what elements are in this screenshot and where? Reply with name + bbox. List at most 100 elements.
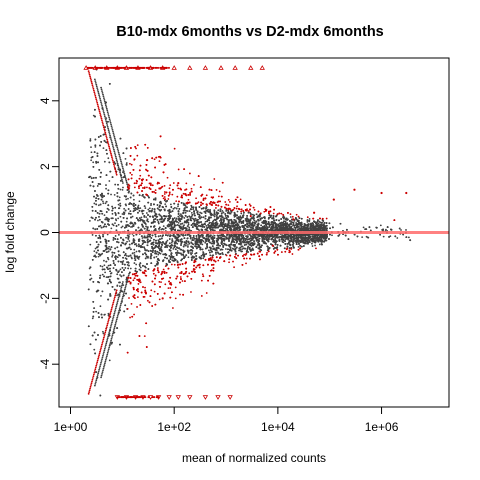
data-point [251,213,254,216]
data-point [405,229,407,231]
data-point [105,184,107,186]
data-point [195,237,198,239]
data-point [202,257,205,260]
data-point [90,146,92,148]
data-point [400,229,402,231]
data-point [108,278,111,281]
data-point [119,202,122,205]
data-point [187,256,190,259]
data-point [185,244,187,247]
data-point [101,273,104,276]
data-point [169,203,172,206]
data-point [104,313,106,316]
data-point [172,247,175,250]
data-point [124,157,127,160]
data-point [151,207,154,210]
data-point [170,253,173,256]
data-point [93,250,96,253]
data-point [141,239,144,242]
data-point [122,284,125,286]
data-point [133,262,136,264]
data-point [236,210,239,213]
data-point [122,186,124,189]
data-point [124,252,127,255]
data-point [125,236,127,239]
data-point [102,233,104,236]
data-point [91,317,94,320]
data-point [183,217,186,219]
data-point [148,207,151,210]
data-point [176,224,179,226]
data-point [120,226,123,229]
data-point [107,264,110,267]
data-point [109,295,112,297]
data-point [121,225,124,228]
data-point [204,241,207,244]
points-not-significant [87,68,412,397]
data-point [240,212,243,215]
data-point [311,245,314,247]
data-point [221,209,224,212]
data-point [109,272,112,275]
data-point [132,198,135,201]
data-point [114,235,117,237]
data-point [90,277,93,280]
data-point [250,226,253,229]
data-point [179,240,182,243]
data-point [154,235,157,238]
data-point [118,285,121,288]
data-point [277,225,280,228]
data-point [119,268,122,271]
data-point [212,219,215,222]
data-point [222,216,224,219]
data-point [159,252,162,255]
data-point [185,209,188,212]
data-point [111,255,113,258]
data-point [93,202,96,205]
data-point [117,217,120,220]
data-point [130,226,132,228]
data-point [309,222,312,225]
data-point [320,242,323,244]
data-point [131,215,134,218]
data-point [98,234,101,237]
data-point [246,246,249,249]
data-point [141,237,144,239]
data-point [89,243,92,246]
data-point [242,222,245,225]
data-point [150,204,152,206]
data-point [142,242,145,245]
data-point [140,216,143,219]
data-point [103,264,106,267]
data-point [382,235,385,238]
data-point [281,241,284,243]
data-point [133,248,136,251]
data-point [209,254,212,257]
data-point [177,205,179,208]
data-point [107,209,110,211]
data-point [234,219,237,222]
data-point [204,212,207,214]
data-point [338,233,341,236]
data-point [361,236,364,239]
data-point [145,225,147,228]
data-point [93,348,96,351]
data-point [179,223,182,225]
data-point [99,305,102,308]
data-point [179,213,182,216]
data-point [174,206,176,209]
data-point [188,210,191,212]
data-point [222,227,225,230]
data-point [129,267,132,270]
data-point [150,202,152,205]
data-point [131,257,133,260]
data-point [101,330,104,333]
data-point [135,250,138,253]
data-point [94,145,97,148]
chart-title: B10-mdx 6months vs D2-mdx 6months [116,24,384,40]
data-point [157,253,160,256]
data-point [268,226,271,228]
data-point [138,265,141,267]
data-point [246,223,249,226]
